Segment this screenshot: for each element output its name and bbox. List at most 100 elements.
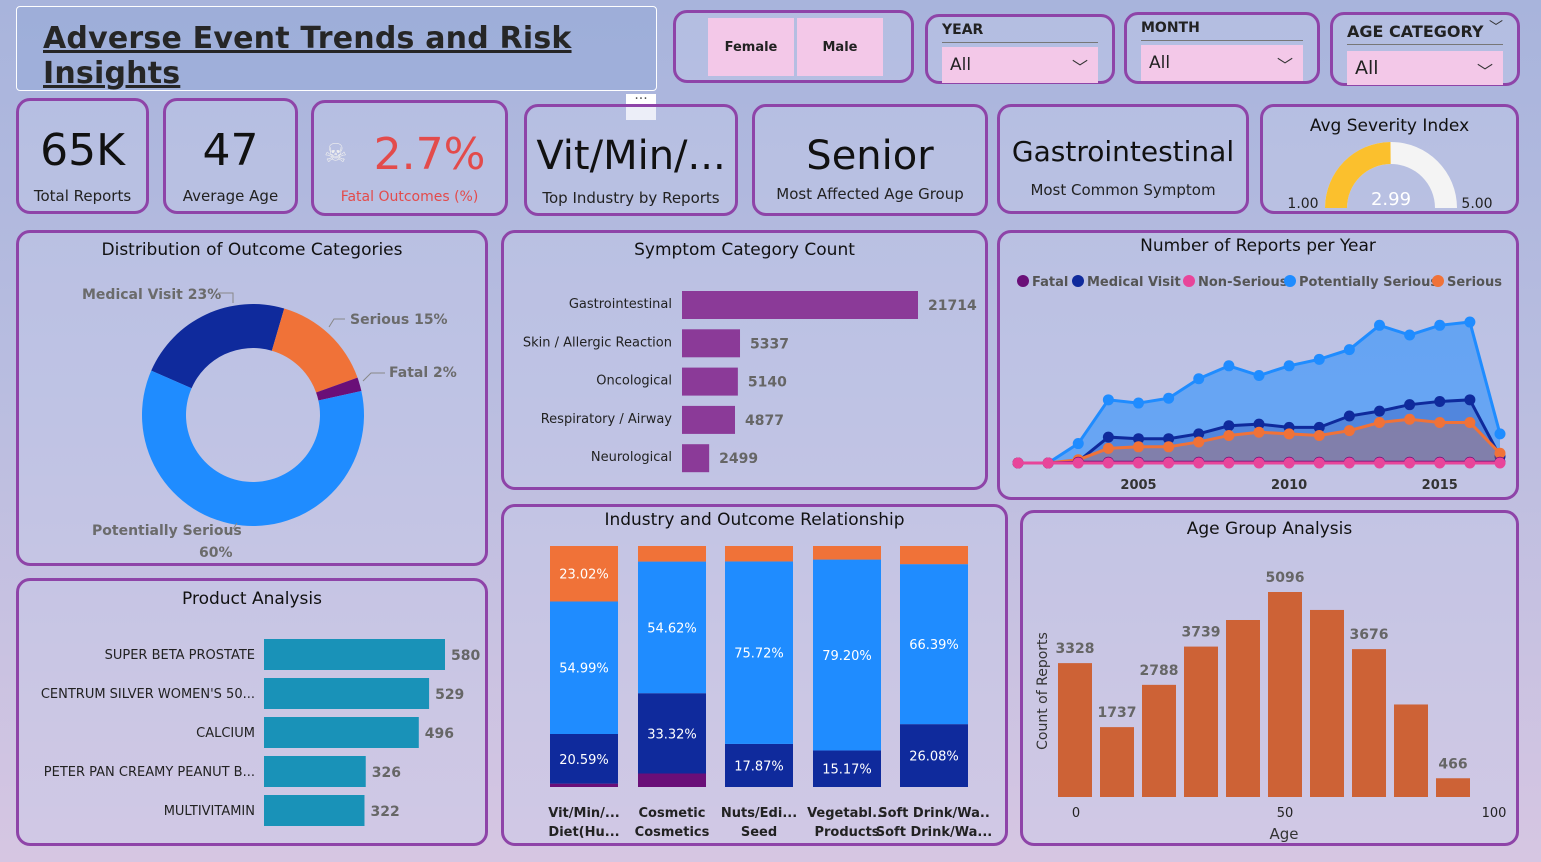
stacked-segment-serious: [638, 546, 706, 562]
product-bar: [264, 639, 445, 670]
point-non-serious: [1223, 457, 1235, 469]
age-group-title: Age Group Analysis: [1186, 519, 1353, 539]
age-group-chart: 3328 1737 2788 3739 5096 3676 466 0 50 100 Age Coun…: [1035, 570, 1506, 843]
product-category-label: MULTIVITAMIN: [164, 804, 255, 819]
collapse-chevron-icon[interactable]: ﹀: [1489, 20, 1503, 36]
segment-value-label: 26.08%: [909, 750, 959, 765]
symptom-bar: [682, 367, 738, 396]
kpi-top-industry-label: Top Industry by Reports: [542, 189, 720, 207]
stacked-segment-potentially-serious: [550, 601, 618, 735]
point-non-serious: [1494, 457, 1506, 469]
gender-female-button[interactable]: Female: [708, 18, 794, 76]
age-bar: [1310, 609, 1344, 797]
legend-label: Serious: [1447, 275, 1502, 290]
year-dropdown[interactable]: All ﹀: [942, 47, 1098, 83]
age-category-dropdown[interactable]: All ﹀: [1347, 51, 1503, 85]
product-value-label: 496: [425, 726, 454, 742]
donut-slice-serious: [271, 308, 358, 393]
kpi-age-group-value: Senior: [806, 133, 934, 179]
product-category-label: CENTRUM SILVER WOMEN'S 50...: [41, 687, 255, 702]
legend-label: Fatal: [1032, 275, 1068, 290]
point-medical-visit: [1133, 433, 1144, 445]
industry-category-label: Products: [814, 825, 879, 840]
point-potentially-serious: [1253, 370, 1265, 382]
severity-max: 5.00: [1461, 196, 1492, 211]
age-bar: [1352, 649, 1386, 797]
age-category-slicer-label: AGE CATEGORY: [1347, 22, 1484, 41]
point-serious: [1343, 425, 1355, 437]
severity-title: Avg Severity Index: [1309, 116, 1470, 136]
industry-category-label: Diet(Hu...: [548, 825, 619, 840]
stacked-segment-potentially-serious: [900, 564, 968, 725]
point-serious: [1102, 442, 1114, 454]
donut-label-fatal: Fatal 2%: [389, 365, 457, 381]
product-value-label: 326: [372, 765, 401, 781]
product-bar: [264, 795, 365, 826]
reports-year-card: Number of Reports per Year Fatal Medical …: [997, 230, 1519, 500]
stacked-segment-medical-visit: [638, 693, 706, 774]
kpi-fatal-outcomes-label: Fatal Outcomes (%): [340, 189, 479, 205]
age-category-slicer: AGE CATEGORY ﹀ All ﹀: [1330, 12, 1520, 86]
point-non-serious: [1012, 457, 1024, 469]
symptom-value-label: 2499: [719, 451, 758, 467]
industry-category-label: Soft Drink/Wa...: [876, 825, 992, 840]
month-dropdown[interactable]: All ﹀: [1141, 45, 1303, 81]
stacked-segment-serious: [900, 546, 968, 565]
kpi-severity-gauge: Avg Severity Index 2.99 1.00 5.00: [1260, 104, 1519, 214]
kpi-average-age: 47 Average Age: [163, 98, 298, 214]
outcome-donut-title: Distribution of Outcome Categories: [101, 240, 403, 260]
donut-slice-medical-visit: [151, 304, 285, 389]
point-non-serious: [1464, 457, 1476, 469]
industry-category-label: Seed: [741, 825, 777, 840]
point-potentially-serious: [1133, 397, 1144, 409]
chevron-down-icon: ﹀: [1071, 58, 1088, 77]
age-category-dropdown-value: All: [1355, 57, 1379, 79]
reports-year-title: Number of Reports per Year: [1140, 236, 1376, 256]
symptom-bar: [682, 291, 918, 319]
severity-value: 2.99: [1371, 189, 1411, 210]
age-bar: [1142, 684, 1176, 797]
segment-value-label: 54.62%: [647, 621, 697, 636]
legend-label: Non-Serious: [1198, 275, 1288, 290]
kpi-total-reports: 65K Total Reports: [16, 98, 149, 214]
segment-value-label: 15.17%: [822, 763, 872, 778]
point-potentially-serious: [1193, 373, 1205, 385]
point-medical-visit: [1313, 421, 1325, 433]
donut-label-potentially-serious-pct: 60%: [199, 545, 233, 561]
industry-category-label: Soft Drink/Wa..: [878, 806, 990, 821]
point-serious: [1193, 436, 1205, 448]
outcome-donut-chart: Medical Visit 23% Serious 15% Fatal 2% Pote…: [82, 287, 457, 561]
title-more-options[interactable]: ···: [626, 92, 656, 120]
segment-value-label: 20.59%: [559, 753, 609, 768]
industry-outcome-card: Industry and Outcome Relationship 20.59%…: [501, 504, 1008, 846]
symptom-value-label: 5337: [750, 336, 789, 352]
product-category-label: CALCIUM: [196, 726, 255, 741]
industry-category-label: Cosmetics: [635, 825, 710, 840]
point-potentially-serious: [1163, 392, 1175, 404]
age-x-tick: 0: [1072, 806, 1080, 821]
kpi-age-group: Senior Most Affected Age Group: [752, 104, 988, 216]
kpi-fatal-outcomes: ☠ 2.7% Fatal Outcomes (%): [311, 100, 508, 216]
x-tick-label: 2010: [1271, 478, 1307, 493]
gender-male-button[interactable]: Male: [797, 18, 883, 76]
industry-category-label: Nuts/Edi...: [721, 806, 797, 821]
symptom-bar: [682, 444, 710, 473]
point-non-serious: [1434, 457, 1446, 469]
skull-icon: ☠: [324, 139, 348, 169]
stacked-segment-potentially-serious: [725, 561, 793, 744]
gauge-fill: [1325, 142, 1391, 208]
product-category-label: SUPER BETA PROSTATE: [105, 648, 255, 663]
product-value-label: 529: [435, 687, 464, 703]
product-bar: [264, 717, 419, 748]
stacked-segment-potentially-serious: [813, 559, 881, 751]
age-value-label: 1737: [1098, 705, 1137, 721]
point-medical-visit: [1102, 431, 1114, 443]
point-medical-visit: [1374, 405, 1385, 417]
year-dropdown-value: All: [950, 55, 972, 75]
point-potentially-serious: [1072, 438, 1084, 450]
stacked-segment-serious: [725, 546, 793, 562]
symptom-bar-card: Symptom Category Count Gastrointestinal 2…: [501, 230, 988, 490]
point-serious: [1253, 426, 1265, 438]
point-potentially-serious: [1464, 316, 1476, 328]
kpi-total-reports-label: Total Reports: [33, 187, 132, 205]
